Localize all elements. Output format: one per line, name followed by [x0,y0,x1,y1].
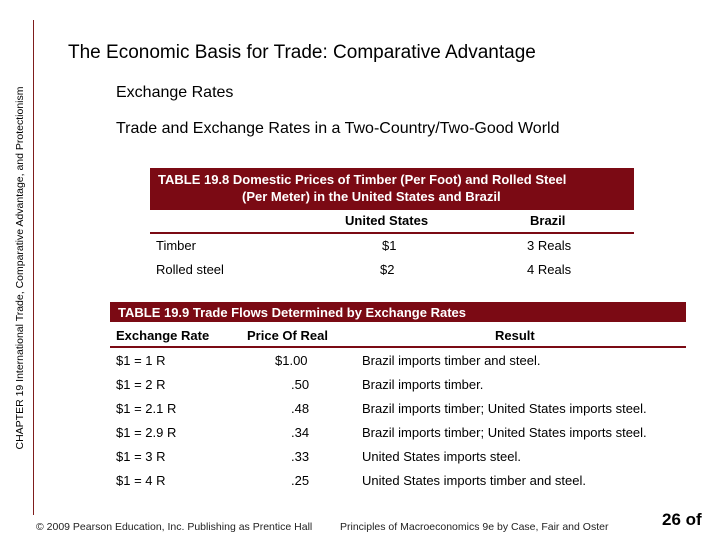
row-label: Timber [156,238,196,253]
column-header-exchange-rate: Exchange Rate [116,328,210,343]
exchange-rate-value: $1 = 2 R [116,377,166,392]
chapter-side-label-text: CHAPTER 19 International Trade, Comparat… [14,85,26,450]
united-states-price: $2 [380,262,395,277]
table-19-8-header-row: United States Brazil [150,210,634,234]
exchange-rate-value: $1 = 2.1 R [116,401,177,416]
book-citation: Principles of Macroeconomics 9e by Case,… [340,521,609,533]
side-divider [33,20,34,515]
price-of-real-value: $1.00 [275,353,308,368]
brazil-price: 4 Reals [527,262,572,277]
trade-result: Brazil imports timber. [362,377,484,392]
table-19-9-caption-text: TABLE 19.9 Trade Flows Determined by Exc… [118,305,466,320]
trade-result: Brazil imports timber and steel. [362,353,541,368]
column-header-united-states: United States [345,213,429,228]
brazil-price: 3 Reals [527,238,572,253]
trade-result: Brazil imports timber; United States imp… [362,425,647,440]
price-of-real-value: .34 [291,425,310,440]
table-19-8-caption-line2: (Per Meter) in the United States and Bra… [242,189,501,204]
exchange-rate-value: $1 = 1 R [116,353,166,368]
column-header-result: Result [495,328,535,343]
exchange-rate-value: $1 = 3 R [116,449,166,464]
price-of-real-value: .25 [291,473,310,488]
row-label: Rolled steel [156,262,224,277]
column-header-brazil: Brazil [530,213,566,228]
copyright-notice: © 2009 Pearson Education, Inc. Publishin… [36,521,313,533]
table-19-9-caption: TABLE 19.9 Trade Flows Determined by Exc… [110,302,686,322]
price-of-real-value: .48 [291,401,310,416]
table-19-9-header-row: Exchange Rate Price Of Real Result [110,322,686,348]
trade-result: United States imports timber and steel. [362,473,586,488]
trade-result: United States imports steel. [362,449,521,464]
exchange-rate-value: $1 = 4 R [116,473,166,488]
price-of-real-value: .50 [291,377,310,392]
table-19-8-caption-line1: TABLE 19.8 Domestic Prices of Timber (Pe… [158,172,567,187]
price-of-real-value: .33 [291,449,310,464]
exchange-rate-value: $1 = 2.9 R [116,425,177,440]
chapter-side-label: CHAPTER 19 International Trade, Comparat… [10,20,30,515]
column-header-price-of-real: Price Of Real [247,328,328,343]
trade-result: Brazil imports timber; United States imp… [362,401,647,416]
slide-subheading: Trade and Exchange Rates in a Two-Countr… [116,120,560,137]
slide-subtitle: Exchange Rates [116,84,234,101]
table-19-8-caption: TABLE 19.8 Domestic Prices of Timber (Pe… [150,168,634,210]
page-number: 26 of [662,510,702,529]
slide-title: The Economic Basis for Trade: Comparativ… [68,42,536,63]
united-states-price: $1 [382,238,397,253]
